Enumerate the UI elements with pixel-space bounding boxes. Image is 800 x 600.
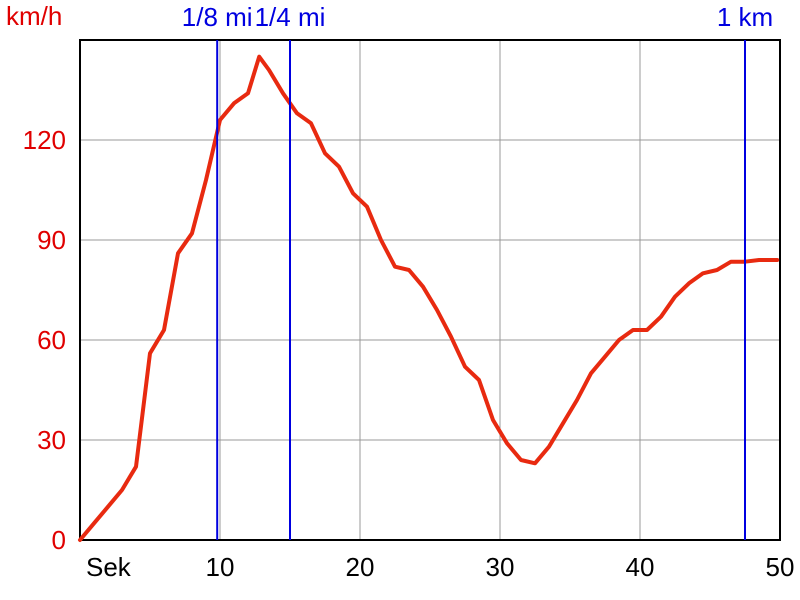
- y-tick-label-4: 120: [23, 125, 66, 155]
- y-tick-label-1: 30: [37, 425, 66, 455]
- y-tick-label-0: 0: [52, 525, 66, 555]
- y-tick-label-3: 90: [37, 225, 66, 255]
- x-tick-label-4: 50: [766, 552, 795, 582]
- speed-series-line-0: [78, 54, 780, 542]
- x-tick-label-3: 40: [626, 552, 655, 582]
- x-tick-labels: 10 20 30 40 50: [206, 552, 795, 582]
- distance-marker-label-1: 1/4 mi: [255, 2, 326, 32]
- x-tick-label-0: 10: [206, 552, 235, 582]
- plot-background: [80, 40, 780, 540]
- y-tick-labels: 0 30 60 90 120: [23, 125, 66, 555]
- distance-markers: 1/8 mi 1/4 mi 1 km: [182, 2, 773, 540]
- distance-marker-label-2: 1 km: [717, 2, 773, 32]
- grid: [80, 40, 780, 540]
- series-group: [78, 54, 780, 542]
- y-tick-label-2: 60: [37, 325, 66, 355]
- x-tick-label-1: 20: [346, 552, 375, 582]
- x-tick-label-2: 30: [486, 552, 515, 582]
- x-axis-unit-label: Sek: [86, 552, 132, 582]
- y-axis-unit-label: km/h: [6, 1, 62, 31]
- distance-marker-label-0: 1/8 mi: [182, 2, 253, 32]
- plot-frame: [79, 39, 781, 541]
